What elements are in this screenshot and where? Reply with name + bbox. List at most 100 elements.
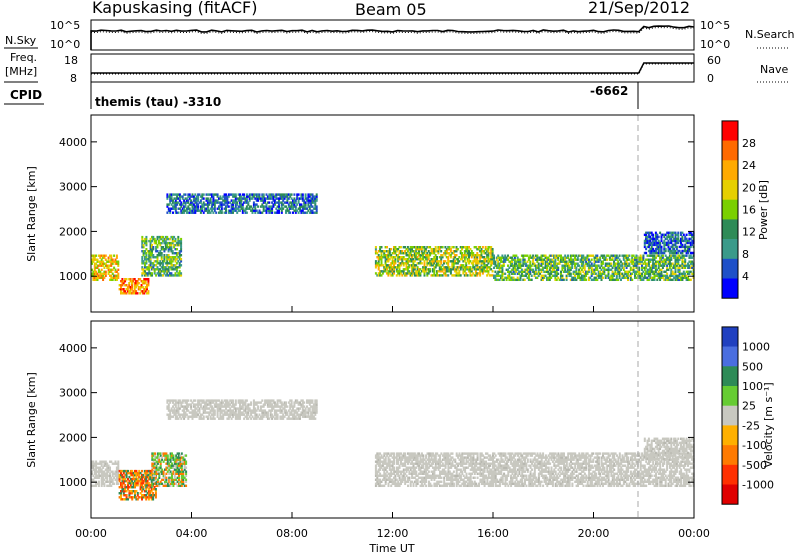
heatmap-cell (388, 252, 391, 255)
heatmap-cell (218, 211, 220, 214)
heatmap-cell (487, 272, 490, 275)
heatmap-cell (684, 249, 687, 253)
heatmap-cell (183, 409, 186, 412)
heatmap-cell (160, 270, 163, 273)
heatmap-cell (96, 476, 99, 480)
heatmap-cell (120, 469, 122, 473)
heatmap-cell (589, 254, 592, 257)
heatmap-cell (278, 209, 280, 212)
heatmap-cell (106, 474, 109, 478)
heatmap-cell (110, 274, 113, 278)
heatmap-cell (205, 399, 208, 402)
heatmap-cell (162, 472, 165, 476)
heatmap-cell (638, 260, 641, 263)
heatmap-cell (164, 241, 167, 245)
y-tick-label: 4000 (59, 136, 87, 149)
heatmap-cell (479, 274, 482, 277)
heatmap-cell (551, 260, 554, 263)
heatmap-cell (687, 278, 689, 282)
heatmap-cell (293, 405, 296, 408)
heatmap-cell (254, 403, 257, 406)
heatmap-cell (240, 203, 243, 206)
heatmap-cell (381, 256, 384, 259)
heatmap-cell (92, 474, 95, 478)
heatmap-cell (103, 254, 106, 257)
heatmap-cell (142, 262, 145, 265)
heatmap-cell (551, 270, 554, 274)
heatmap-cell (590, 266, 593, 270)
heatmap-cell (158, 458, 161, 461)
heatmap-cell (169, 472, 172, 476)
heatmap-cell (691, 266, 694, 270)
heatmap-cell (173, 246, 176, 249)
heatmap-cell (646, 235, 649, 239)
heatmap-cell (180, 205, 183, 208)
heatmap-cell (526, 270, 529, 274)
heatmap-cell (600, 264, 603, 267)
heatmap-cell (155, 268, 158, 271)
heatmap-cell (636, 262, 639, 265)
heatmap-cell (232, 403, 234, 406)
heatmap-cell (190, 399, 193, 402)
heatmap-cell (97, 274, 100, 278)
heatmap-cell (452, 262, 455, 265)
heatmap-cell (276, 403, 279, 406)
heatmap-cell (430, 262, 433, 265)
heatmap-cell (473, 258, 476, 261)
heatmap-cell (500, 270, 502, 274)
heatmap-cell (271, 407, 274, 410)
heatmap-cell (219, 403, 222, 406)
heatmap-cell (684, 274, 687, 278)
heatmap-cell (474, 258, 477, 261)
heatmap-cell (187, 417, 190, 420)
heatmap-cell (239, 407, 241, 410)
heatmap-cell (166, 195, 169, 198)
heatmap-cell (452, 250, 455, 253)
heatmap-cell (601, 266, 604, 270)
heatmap-cell (140, 290, 143, 293)
heatmap-cell (618, 270, 621, 274)
heatmap-cell (520, 254, 523, 257)
heatmap-cell (180, 243, 183, 247)
heatmap-cell (660, 245, 663, 249)
heatmap-cell (682, 276, 685, 280)
heatmap-cell (469, 248, 472, 251)
heatmap-cell (151, 484, 154, 488)
heatmap-cell (239, 417, 241, 420)
heatmap-cell (666, 278, 669, 282)
heatmap-cell (393, 246, 395, 249)
heatmap-cell (480, 248, 483, 251)
heatmap-cell (153, 268, 156, 271)
heatmap-cell (562, 278, 565, 282)
heatmap-cell (127, 486, 129, 489)
heatmap-cell (176, 472, 179, 476)
heatmap-cell (593, 278, 596, 282)
heatmap-cell (590, 258, 593, 261)
heatmap-cell (423, 266, 426, 269)
heatmap-cell (149, 475, 152, 479)
heatmap-cell (377, 258, 380, 261)
heatmap-cell (248, 205, 251, 208)
heatmap-cell (490, 246, 493, 249)
heatmap-cell (684, 266, 687, 270)
heatmap-cell (383, 268, 386, 271)
heatmap-cell (409, 248, 412, 251)
heatmap-cell (269, 409, 272, 412)
heatmap-cell (276, 409, 279, 412)
heatmap-cell (271, 209, 274, 212)
heatmap-cell (572, 258, 575, 261)
heatmap-cell (547, 272, 550, 276)
heatmap-cell (441, 254, 444, 257)
heatmap-cell (149, 237, 152, 241)
heatmap-cell (163, 256, 166, 259)
heatmap-cell (437, 274, 440, 277)
heatmap-cell (469, 272, 472, 275)
heatmap-cell (125, 471, 128, 475)
heatmap-cell (180, 203, 183, 206)
heatmap-cell (178, 476, 180, 480)
heatmap-cell (445, 248, 448, 251)
heatmap-cell (245, 405, 248, 408)
heatmap-cell (307, 197, 310, 200)
heatmap-cell (152, 478, 155, 482)
heatmap-cell (144, 258, 146, 261)
